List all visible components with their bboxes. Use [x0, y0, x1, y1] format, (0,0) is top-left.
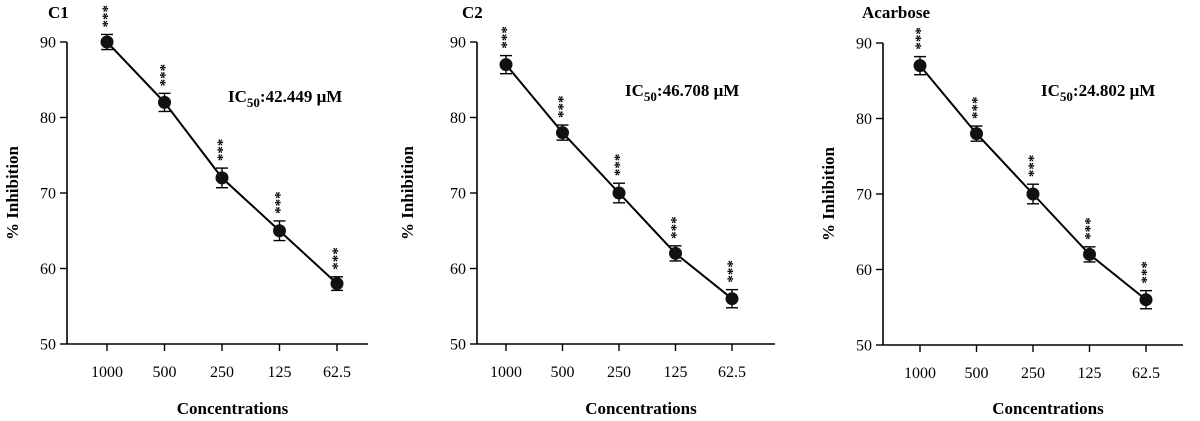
x-tick-label: 1000 [904, 365, 936, 382]
y-tick-label: 90 [450, 35, 466, 52]
significance-label: *** [913, 27, 929, 50]
ic50-value: :46.708 μM [657, 81, 739, 100]
x-tick-label: 125 [268, 364, 292, 381]
ic50-subscript: 50 [247, 95, 260, 110]
ic50-value: :24.802 μM [1073, 81, 1155, 100]
x-tick-label: 1000 [490, 364, 522, 381]
data-point [970, 127, 983, 141]
ic50-annotation: IC50:46.708 μM [625, 81, 739, 104]
y-tick-label: 90 [856, 36, 872, 53]
data-point [273, 224, 286, 238]
x-tick-label: 500 [153, 364, 177, 381]
data-point [913, 59, 927, 73]
ic50-prefix: IC [625, 81, 644, 100]
significance-label: *** [556, 96, 572, 119]
y-tick-label: 50 [450, 337, 466, 354]
significance-label: *** [330, 247, 346, 270]
x-tick-label: 62.5 [718, 364, 746, 381]
ic50-subscript: 50 [644, 89, 657, 104]
data-point [158, 95, 171, 109]
panel-label: Acarbose [862, 3, 930, 22]
x-tick-label: 125 [1078, 365, 1102, 382]
data-point [556, 126, 569, 140]
data-point [1139, 293, 1153, 307]
data-point [215, 171, 229, 185]
data-point [1026, 187, 1040, 201]
ic50-prefix: IC [1041, 81, 1060, 100]
y-tick-label: 60 [40, 261, 56, 278]
ic50-prefix: IC [228, 87, 247, 106]
ic50-annotation: IC50:42.449 μM [228, 87, 342, 110]
y-tick-label: 70 [450, 186, 466, 203]
significance-label: *** [273, 191, 289, 214]
panel-label: C2 [462, 3, 483, 22]
y-axis-title: % Inhibition [3, 145, 22, 240]
y-tick-label: 50 [856, 338, 872, 355]
ic50-subscript: 50 [1060, 89, 1073, 104]
y-tick-label: 60 [856, 262, 872, 279]
x-axis-title: Concentrations [177, 399, 289, 418]
ic50-annotation: IC50:24.802 μM [1041, 81, 1155, 104]
data-point [1083, 247, 1096, 261]
x-axis-title: Concentrations [992, 399, 1104, 418]
y-tick-label: 90 [40, 35, 56, 52]
series-line [919, 65, 1147, 301]
significance-label: *** [669, 216, 685, 239]
data-point [669, 246, 682, 260]
y-tick-label: 70 [40, 186, 56, 203]
x-tick-label: 250 [607, 364, 631, 381]
y-tick-label: 80 [40, 110, 56, 127]
data-point [330, 277, 344, 291]
significance-label: *** [1083, 217, 1099, 240]
x-tick-label: 500 [551, 364, 575, 381]
significance-label: *** [612, 154, 628, 177]
data-point [725, 292, 739, 306]
x-tick-label: 125 [664, 364, 688, 381]
x-tick-label: 500 [965, 365, 989, 382]
significance-label: *** [1139, 261, 1155, 284]
significance-label: *** [100, 5, 116, 28]
data-point [100, 35, 114, 49]
y-axis-title: % Inhibition [819, 146, 838, 241]
significance-label: *** [725, 260, 741, 283]
x-tick-label: 250 [1021, 365, 1045, 382]
significance-label: *** [215, 139, 231, 162]
x-tick-label: 1000 [91, 364, 123, 381]
panel-label: C1 [48, 3, 69, 22]
x-tick-label: 62.5 [1132, 365, 1160, 382]
x-tick-label: 62.5 [323, 364, 351, 381]
y-tick-label: 60 [450, 261, 466, 278]
y-tick-label: 80 [856, 111, 872, 128]
significance-label: *** [1026, 155, 1042, 178]
significance-label: *** [499, 26, 515, 49]
significance-label: *** [970, 97, 986, 120]
data-point [612, 186, 626, 200]
ic50-value: :42.449 μM [260, 87, 342, 106]
significance-label: *** [158, 64, 174, 87]
y-tick-label: 50 [40, 337, 56, 354]
y-tick-label: 70 [856, 187, 872, 204]
data-point [499, 58, 513, 72]
x-axis-title: Concentrations [585, 399, 697, 418]
y-axis-title: % Inhibition [398, 145, 417, 240]
series-line [106, 41, 338, 285]
x-tick-label: 250 [210, 364, 234, 381]
y-tick-label: 80 [450, 110, 466, 127]
